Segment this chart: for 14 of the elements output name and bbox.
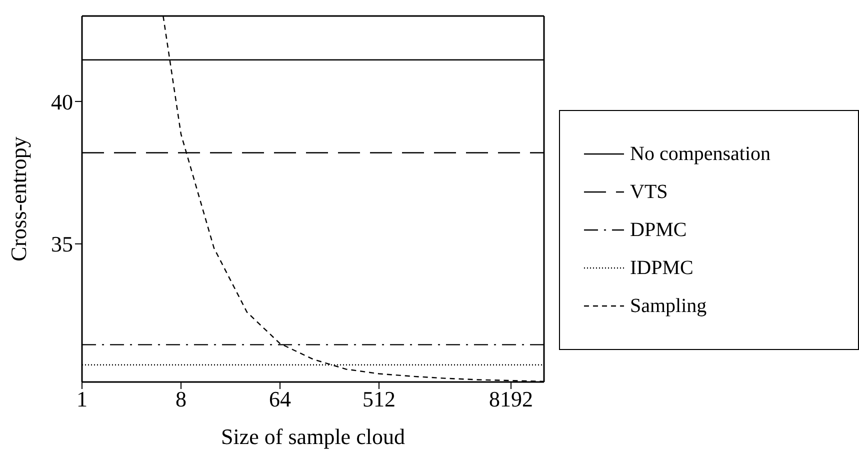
legend-label: DPMC [630,218,687,242]
legend-label: VTS [630,180,668,204]
x-tick-label: 64 [269,386,291,412]
x-axis-title: Size of sample cloud [221,424,405,449]
legend-label: Sampling [630,294,707,318]
legend-label: No compensation [630,142,771,166]
y-axis-title: Cross-entropy [6,136,31,262]
legend-label: IDPMC [630,256,694,280]
y-tick-label: 40 [51,89,73,114]
x-tick-label: 1 [76,386,88,412]
x-tick-label: 512 [362,386,396,412]
x-tick-label: 8192 [489,386,533,412]
y-tick-label: 35 [51,232,73,257]
x-tick-label: 8 [176,386,186,412]
